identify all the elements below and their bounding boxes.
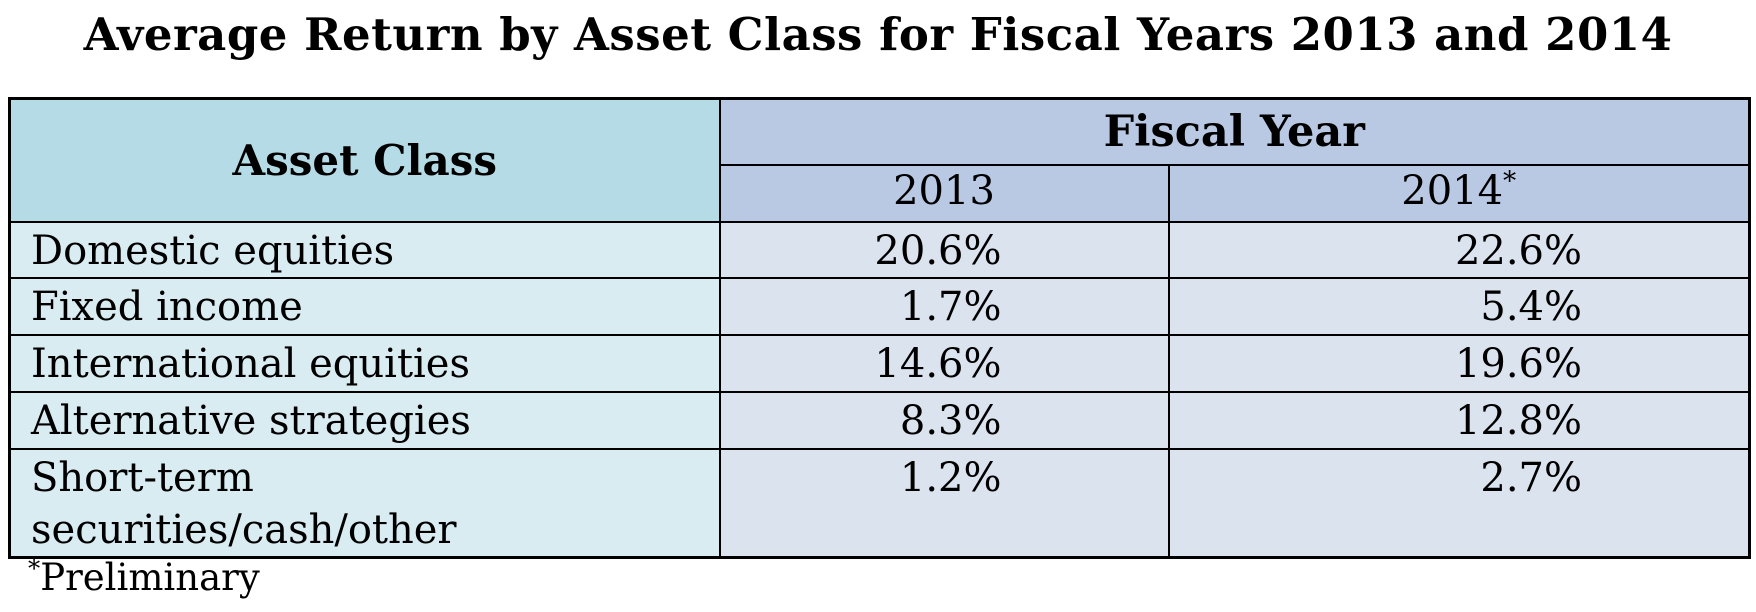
footnote-text: Preliminary <box>40 556 260 599</box>
fy2014-value-cell: 22.6% <box>1167 220 1751 279</box>
header-row-years: 2013 2014* <box>10 163 1751 223</box>
table-row: International equities 14.6% 19.6% <box>8 333 1751 393</box>
header-row-group: Asset Class Fiscal Year <box>8 97 1751 223</box>
table-row: Fixed income 1.7% 5.4% <box>8 276 1751 336</box>
asset-class-cell: Fixed income <box>8 276 721 336</box>
year-2013-header-cell: 2013 <box>718 163 1170 223</box>
year-2013-label: 2013 <box>893 168 995 214</box>
fy2014-value-cell: 19.6% <box>1167 333 1751 393</box>
asterisk-superscript: * <box>1503 165 1517 197</box>
asset-class-cell: International equities <box>8 333 721 393</box>
table-row: Short-term securities/cash/other 1.2% 2.… <box>8 447 1751 558</box>
asset-class-cell: Domestic equities <box>8 220 721 279</box>
fy2013-value-cell: 20.6% <box>718 220 1170 279</box>
fy2014-value-cell: 5.4% <box>1167 276 1751 336</box>
fy2014-value-cell: 2.7% <box>1167 447 1751 558</box>
asset-class-cell: Short-term securities/cash/other <box>8 447 721 558</box>
asset-returns-table: Asset Class Fiscal Year 2013 2014* Domes… <box>8 97 1752 559</box>
year-2014-label: 2014 <box>1401 168 1504 214</box>
table-row: Domestic equities 20.6% 22.6% <box>8 220 1751 279</box>
asset-class-cell: Alternative strategies <box>8 390 721 450</box>
page-title: Average Return by Asset Class for Fiscal… <box>83 8 1673 61</box>
fy2013-value-cell: 1.7% <box>718 276 1170 336</box>
fy2013-value-cell: 14.6% <box>718 333 1170 393</box>
asterisk-superscript: * <box>28 553 41 583</box>
fy2014-value-cell: 12.8% <box>1167 390 1751 450</box>
year-2014-header-cell: 2014* <box>1167 163 1751 223</box>
fy2013-value-cell: 1.2% <box>718 447 1170 558</box>
fiscal-year-header-cell: Fiscal Year <box>718 97 1751 166</box>
asset-class-header-cell: Asset Class <box>8 97 721 223</box>
table-row: Alternative strategies 8.3% 12.8% <box>8 390 1751 450</box>
fy2013-value-cell: 8.3% <box>718 390 1170 450</box>
footnote: *Preliminary <box>28 556 260 599</box>
